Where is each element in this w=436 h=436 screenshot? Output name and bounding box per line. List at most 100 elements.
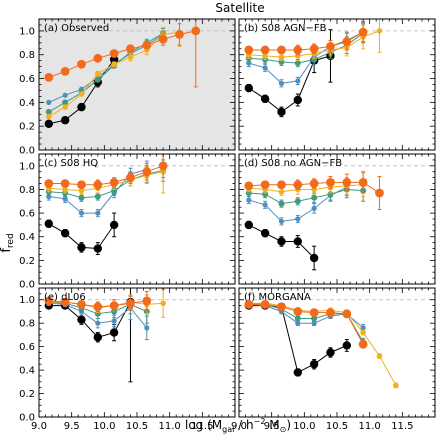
y-tick-label: 1.0: [19, 295, 35, 306]
data-point-orange: [375, 188, 384, 198]
x-tick-label: 9.5: [64, 421, 80, 432]
y-tick-label: 0.0: [19, 146, 35, 157]
data-point-orange: [93, 53, 103, 63]
data-point-orange: [244, 181, 254, 191]
series-black: [244, 220, 319, 271]
data-point-black: [293, 368, 302, 377]
chart-panel-2: (b) S08 AGN−FB: [238, 18, 436, 151]
data-point-orange: [109, 301, 119, 310]
data-point-blue: [278, 80, 285, 86]
data-point-orange: [60, 179, 70, 188]
data-point-orange: [60, 67, 70, 76]
data-point-black: [309, 360, 319, 369]
series-group: [244, 300, 399, 389]
data-point-orange: [126, 173, 135, 183]
data-point-blue: [295, 216, 301, 222]
data-point-yellow: [160, 300, 166, 307]
panel-label: (b) S08 AGN−FB: [244, 23, 327, 34]
data-point-orange: [44, 296, 54, 306]
panel-label: (a) Observed: [44, 23, 109, 34]
y-tick-label: 0.8: [19, 319, 35, 330]
data-point-orange: [260, 45, 270, 55]
series-group: [244, 19, 383, 118]
data-point-black: [77, 315, 86, 324]
data-point-orange: [158, 34, 168, 44]
data-point-orange: [126, 44, 135, 54]
series-group: [244, 171, 384, 271]
chart-panel-4: (d) S08 no AGN−FB: [238, 153, 436, 285]
y-tick-label: 0.4: [19, 98, 35, 109]
x-tick-label: 10.5: [326, 421, 348, 432]
data-point-blue: [295, 320, 301, 326]
data-point-orange: [326, 308, 335, 318]
y-tick-label: 0.2: [19, 122, 35, 133]
data-point-black: [260, 94, 270, 103]
series-line-orange: [48, 30, 196, 78]
data-point-green: [62, 99, 69, 106]
data-point-black: [277, 237, 286, 246]
figure-title: Satellite: [215, 1, 264, 15]
data-point-orange: [126, 298, 135, 308]
data-point-black: [44, 219, 53, 228]
series-orange: [44, 154, 168, 190]
data-point-blue: [311, 320, 317, 326]
x-tick-label: 11.0: [159, 421, 181, 432]
y-tick-label: 1.0: [19, 161, 35, 172]
data-point-orange: [175, 30, 184, 39]
data-point-blue: [111, 318, 117, 324]
y-tick-label: 0.4: [19, 232, 35, 243]
panel-background: [39, 288, 235, 417]
y-tick-label: 0.6: [19, 209, 35, 220]
data-point-orange: [44, 179, 54, 188]
data-point-green: [311, 315, 318, 322]
data-point-orange: [358, 339, 368, 349]
data-point-orange: [326, 177, 335, 187]
panel-label: (c) S08 HQ: [44, 158, 98, 169]
data-point-black: [60, 228, 70, 238]
data-point-orange: [309, 179, 319, 188]
data-point-orange: [260, 180, 270, 190]
data-point-orange: [358, 27, 368, 37]
data-point-orange: [44, 72, 54, 82]
y-tick-label: 0.2: [19, 256, 35, 267]
series-orange: [44, 19, 201, 88]
data-point-yellow: [95, 70, 101, 77]
data-point-orange: [277, 302, 286, 312]
data-point-yellow: [278, 189, 285, 195]
data-point-green: [294, 60, 301, 67]
series-orange: [244, 20, 368, 56]
data-point-black: [93, 333, 103, 342]
y-tick-label: 0.0: [19, 413, 35, 424]
data-point-yellow: [376, 28, 383, 34]
data-point-black: [260, 228, 270, 238]
data-point-yellow: [111, 61, 117, 68]
data-point-yellow: [46, 113, 52, 120]
data-point-black: [77, 243, 86, 252]
data-point-black: [60, 116, 70, 125]
panel-background: [239, 288, 435, 417]
series-group: [44, 19, 201, 128]
data-point-black: [77, 102, 86, 112]
data-point-orange: [342, 177, 352, 187]
data-point-blue: [62, 92, 68, 98]
data-point-green: [294, 198, 301, 205]
data-point-yellow: [62, 186, 68, 193]
data-point-orange: [77, 300, 86, 309]
data-point-orange: [142, 40, 152, 50]
x-tick-label: 11.5: [391, 421, 413, 432]
data-point-orange: [60, 297, 70, 307]
data-point-blue: [246, 197, 252, 203]
data-point-orange: [293, 45, 303, 55]
x-tick-label: 10.0: [293, 421, 315, 432]
series-orange: [244, 300, 368, 349]
data-point-black: [109, 328, 119, 337]
chart-panel-6: (f) MORGANA 9.0 9.5 10.0 10.5 11.0 11.5: [231, 287, 436, 432]
data-point-orange: [77, 180, 86, 190]
data-point-black: [109, 220, 119, 230]
data-point-yellow: [78, 187, 85, 194]
y-tick-label: 0.0: [19, 280, 35, 291]
x-tick-label: 11.0: [359, 421, 381, 432]
panel-label: (e) dL06: [44, 292, 86, 303]
data-point-orange: [277, 180, 286, 190]
